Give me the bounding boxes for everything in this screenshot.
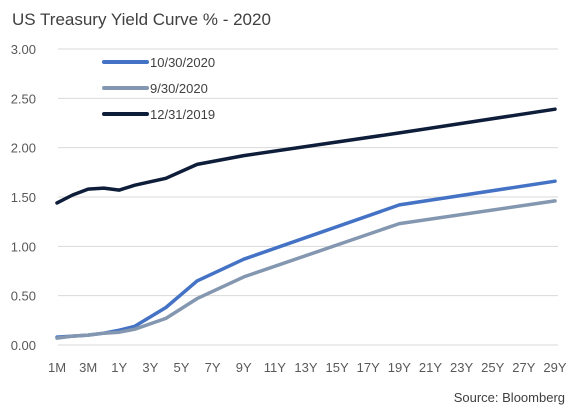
x-tick-label: 1M xyxy=(48,360,66,375)
y-tick-label: 0.50 xyxy=(11,289,36,304)
grid xyxy=(58,48,558,346)
x-tick-label: 27Y xyxy=(512,360,535,375)
x-tick-label: 11Y xyxy=(264,360,286,375)
x-tick-label: 19Y xyxy=(388,360,411,375)
legend-label: 12/31/2019 xyxy=(150,107,215,122)
y-tick-label: 0.00 xyxy=(11,338,36,353)
legend: 10/30/2020 9/30/2020 12/31/2019 xyxy=(102,55,215,122)
x-tick-label: 3Y xyxy=(142,360,158,375)
y-tick-label: 2.50 xyxy=(11,91,36,106)
series-line-9-30-2020 xyxy=(55,199,557,340)
series-line-12-31-2019 xyxy=(55,107,557,205)
x-tick-label: 25Y xyxy=(481,360,504,375)
source-label: Source: Bloomberg xyxy=(454,390,565,405)
y-tick-label: 1.00 xyxy=(11,239,36,254)
x-tick-label: 13Y xyxy=(294,360,317,375)
x-tick-label: 17Y xyxy=(357,360,380,375)
y-tick-label: 1.50 xyxy=(11,190,36,205)
legend-label: 9/30/2020 xyxy=(150,81,208,96)
x-tick-label: 23Y xyxy=(450,360,473,375)
x-tick-label: 9Y xyxy=(236,360,252,375)
chart-title: US Treasury Yield Curve % - 2020 xyxy=(12,10,271,29)
x-tick-label: 1Y xyxy=(111,360,127,375)
x-tick-label: 29Y xyxy=(543,360,566,375)
x-axis-ticks: 1M 3M 1Y 3Y 5Y 7Y 9Y 11Y 13Y 15Y 17Y 19Y 21Y 23Y 25Y 27… xyxy=(48,360,567,375)
x-tick-label: 21Y xyxy=(419,360,442,375)
series-lines xyxy=(55,107,557,340)
series-line-10-30-2020 xyxy=(55,179,557,339)
legend-label: 10/30/2020 xyxy=(150,55,215,70)
y-tick-label: 3.00 xyxy=(11,42,36,57)
y-tick-label: 2.00 xyxy=(11,141,36,156)
x-tick-label: 7Y xyxy=(205,360,221,375)
x-tick-label: 5Y xyxy=(174,360,190,375)
y-axis-ticks: 0.00 0.50 1.00 1.50 2.00 2.50 3.00 xyxy=(11,42,36,353)
x-tick-label: 15Y xyxy=(326,360,349,375)
x-tick-label: 3M xyxy=(79,360,97,375)
